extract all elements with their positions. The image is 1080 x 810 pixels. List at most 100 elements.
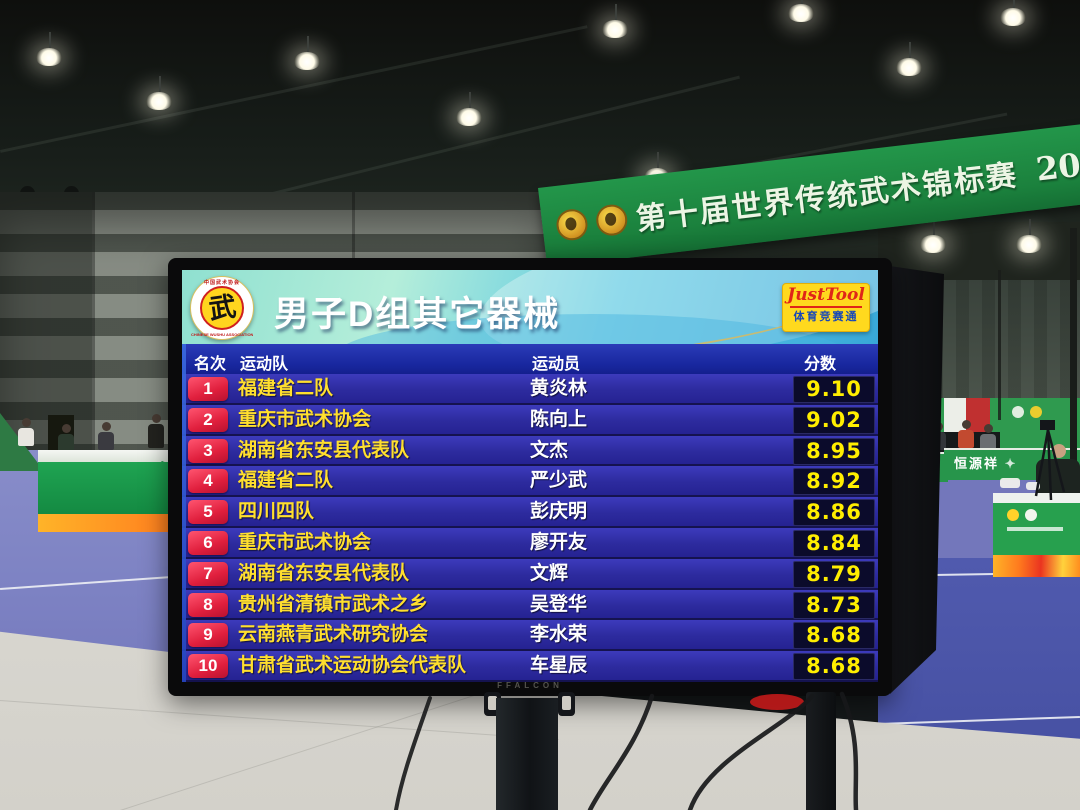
spectator [148,414,164,448]
banner-year: 2025 [1034,140,1080,189]
wall-seam [92,192,95,472]
rank-badge: 5 [188,500,228,525]
ceiling-lamp [146,76,172,110]
column-athlete: 运动员 [532,356,581,373]
rank-badge: 1 [188,377,228,401]
athlete-name: 陈向上 [530,408,588,430]
table-text-line [1007,527,1063,531]
score-box: 9.02 [793,406,875,434]
score-value: 8.84 [806,530,862,555]
tv-monitor: 中国武术协会 武 CHINESE WUSHU ASSOCIATION 男子D组其… [168,258,892,696]
athlete-name: 李水荣 [530,624,588,646]
ceiling-lamp [602,4,628,38]
justtool-divider [790,306,862,308]
table-logo-icon [1007,509,1019,521]
judges-table-right [993,493,1080,585]
athlete-name: 彭庆明 [530,501,588,523]
athlete-name: 吴登华 [530,593,588,615]
logo-ring-text-en: CHINESE WUSHU ASSOCIATION [191,332,253,337]
table-row: 3 湖南省东安县代表队 文杰 8.95 [182,435,878,467]
poster [944,398,966,432]
tv-stand-rear-pole [806,692,836,810]
table-row: 7 湖南省东安县代表队 文辉 8.79 [182,558,878,590]
ceiling-lamp [896,42,922,76]
scaffold-pole [998,270,1001,420]
team-name: 重庆市武术协会 [238,408,372,430]
tv-side-panel [890,266,944,694]
rank-badge: 6 [188,530,228,555]
table-top [993,493,1080,503]
column-header-bar: 名次 运动队 运动员 分数 [182,344,878,374]
court-line [878,715,1080,725]
table-row: 10 甘肃省武术运动协会代表队 车星辰 8.68 [182,651,878,682]
floor-seam [0,700,559,741]
justtool-subtitle: 体育竞赛通 [793,311,859,323]
score-box: 8.95 [793,437,875,465]
column-rank: 名次 [194,356,227,373]
score-box: 8.84 [793,529,875,557]
table-logo-icon [1025,509,1037,521]
athlete-name: 严少武 [530,470,588,492]
table-row: 5 四川四队 彭庆明 8.86 [182,497,878,528]
carpet-red-mark [750,694,804,710]
score-box: 8.92 [793,468,875,496]
rank-badge: 8 [188,592,228,617]
athlete-name: 文辉 [530,562,569,584]
score-value: 9.02 [806,407,862,432]
judge-right [1036,444,1080,495]
event-emblem-icon [554,207,590,242]
wushu-association-logo: 中国武术协会 武 CHINESE WUSHU ASSOCIATION [190,276,254,340]
score-value: 9.10 [806,377,862,401]
team-name: 湖南省东安县代表队 [238,562,410,584]
table-row: 6 重庆市武术协会 廖开友 8.84 [182,527,878,559]
score-box: 8.68 [793,653,875,681]
score-value: 8.95 [806,438,862,463]
justtool-logo: JustTool 体育竞赛通 [782,283,870,332]
tv-brand-label: FFALCON [497,681,563,690]
score-box: 8.86 [793,499,875,527]
event-emblem-icon [594,202,629,237]
score-value: 8.68 [806,623,862,648]
team-name: 福建省二队 [238,470,334,492]
judge-head [1052,444,1066,458]
tv-stand-column [496,698,558,810]
athlete-name: 廖开友 [530,531,588,553]
rank-badge: 7 [188,561,228,586]
athlete-name: 车星辰 [530,655,588,677]
team-name: 福建省二队 [238,378,334,399]
team-name: 贵州省清镇市武术之乡 [238,593,429,615]
table-row: 4 福建省二队 严少武 8.92 [182,466,878,498]
ceiling-lamp [456,92,482,126]
desk-item [1026,482,1040,490]
spectator [18,418,34,446]
backdrop-logo-icon [1012,406,1024,418]
ceiling-lamp [920,219,946,253]
ceiling-lamp [1016,219,1042,253]
team-name: 甘肃省武术运动协会代表队 [238,655,467,677]
spectator [98,422,114,450]
score-value: 8.68 [806,654,862,679]
table-row: 8 贵州省清镇市武术之乡 吴登华 8.73 [182,589,878,621]
event-title: 男子D组其它器械 [274,295,561,334]
column-team: 运动队 [240,356,289,373]
score-value: 8.86 [806,500,862,525]
desk-item [1000,478,1020,488]
table-row: 2 重庆市武术协会 陈向上 9.02 [182,404,878,436]
tv-screen: 中国武术协会 武 CHINESE WUSHU ASSOCIATION 男子D组其… [182,270,878,682]
score-box: 8.68 [793,622,875,650]
column-score: 分数 [804,356,837,373]
team-name: 四川四队 [238,501,315,523]
stand-slot-hole [488,696,497,710]
score-value: 8.79 [806,561,862,586]
logo-inner-disc: 武 [200,286,244,330]
results-table: 1 福建省二队 黄炎林 9.10 2 重庆市武术协会 陈向上 9.02 3 湖南… [182,374,878,682]
rank-badge: 3 [188,438,228,463]
score-value: 8.92 [806,469,862,494]
team-name: 湖南省东安县代表队 [238,439,410,461]
team-name: 云南燕青武术研究协会 [238,624,429,646]
score-box: 9.10 [793,376,875,403]
stand-slot-hole [562,696,571,710]
team-name: 重庆市武术协会 [238,531,372,553]
rank-badge: 2 [188,407,228,432]
